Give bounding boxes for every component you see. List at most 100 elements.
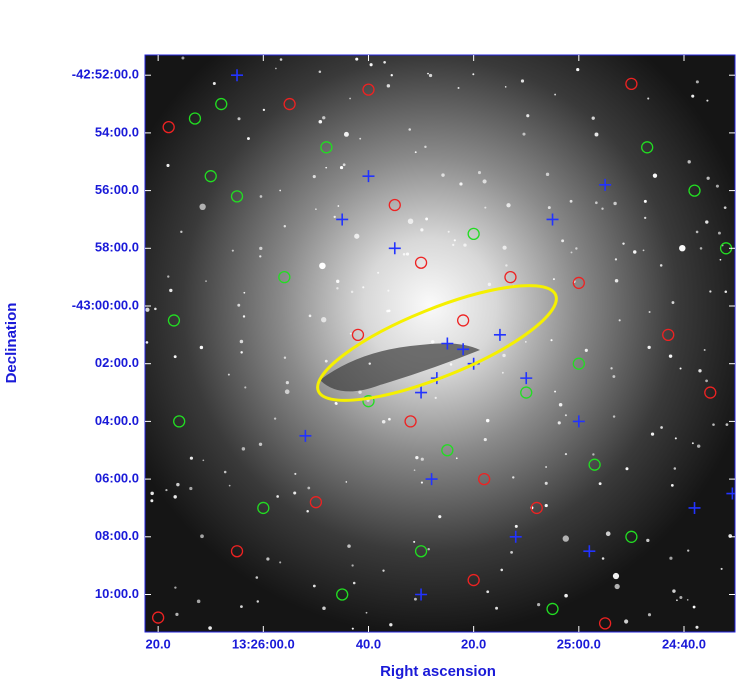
circle-marker — [546, 602, 559, 616]
star — [279, 189, 282, 192]
star — [413, 469, 416, 471]
star — [262, 108, 266, 112]
star — [202, 459, 205, 462]
cross-marker — [457, 343, 470, 356]
x-tick-label: 20.0 — [145, 636, 170, 651]
star — [500, 568, 504, 572]
star — [414, 151, 417, 154]
star — [487, 282, 492, 287]
star — [554, 390, 557, 393]
star — [413, 540, 416, 543]
star — [647, 613, 652, 617]
star — [687, 160, 691, 164]
star — [660, 426, 663, 429]
star — [644, 216, 647, 220]
x-tick-label: 24:40.0 — [662, 636, 706, 651]
cross-marker — [509, 530, 522, 543]
star — [343, 131, 349, 137]
star — [696, 444, 701, 448]
star — [407, 218, 414, 225]
star — [670, 484, 674, 487]
star — [449, 363, 453, 366]
star — [377, 271, 380, 274]
y-tick-label: 58:00.0 — [95, 240, 139, 255]
star — [307, 486, 311, 490]
star — [459, 182, 463, 186]
star — [715, 184, 719, 188]
star — [477, 171, 482, 175]
star — [420, 457, 424, 461]
star — [322, 606, 326, 611]
star — [405, 252, 410, 256]
star — [612, 375, 616, 378]
circle-marker — [588, 458, 601, 471]
star — [241, 447, 246, 451]
star — [522, 132, 526, 136]
star — [294, 472, 297, 475]
star — [434, 396, 437, 400]
star — [368, 362, 371, 365]
star — [592, 453, 595, 456]
circle-marker — [204, 170, 217, 183]
cross-marker — [231, 69, 244, 82]
y-tick-label: 54:00.0 — [95, 124, 139, 139]
x-axis-title: Right ascension — [380, 663, 496, 680]
circle-marker — [704, 386, 717, 399]
circle-marker — [572, 357, 585, 370]
star — [676, 599, 678, 602]
y-tick-label: 08:00.0 — [95, 528, 139, 543]
star — [679, 367, 682, 370]
star — [717, 231, 721, 235]
star — [150, 491, 154, 496]
star — [355, 57, 359, 61]
star — [321, 317, 327, 323]
circle-marker — [520, 386, 533, 399]
star — [614, 258, 618, 261]
markers — [151, 69, 735, 630]
y-tick-label: 04:00.0 — [95, 413, 139, 428]
star — [647, 97, 650, 100]
star — [342, 163, 346, 167]
star — [243, 291, 246, 294]
star — [561, 239, 565, 243]
star — [167, 275, 170, 278]
circle-marker — [351, 328, 365, 341]
cross-marker — [425, 473, 438, 486]
circle-marker — [257, 501, 270, 515]
cross-marker — [572, 415, 585, 428]
star — [351, 627, 354, 630]
star — [605, 531, 611, 537]
star — [275, 67, 277, 70]
star — [315, 208, 317, 210]
star — [273, 417, 277, 420]
star — [624, 619, 629, 624]
star — [612, 572, 620, 580]
star — [339, 165, 344, 170]
star — [646, 538, 650, 543]
star — [483, 438, 487, 442]
cross-marker — [688, 501, 701, 514]
star — [505, 264, 508, 267]
star — [244, 386, 247, 389]
star — [720, 567, 723, 570]
star — [259, 255, 262, 258]
star — [441, 173, 445, 177]
star — [359, 137, 362, 140]
star — [647, 345, 651, 350]
circle-marker — [167, 314, 181, 327]
y-tick-label: 06:00.0 — [95, 471, 139, 486]
star — [354, 233, 360, 239]
x-tick-label: 40.0 — [356, 636, 381, 651]
star — [205, 280, 207, 283]
star — [506, 203, 511, 208]
star — [673, 467, 677, 470]
star — [428, 73, 433, 78]
star — [463, 243, 467, 247]
star — [180, 230, 183, 234]
star — [319, 262, 326, 270]
y-tick-label: -43:00:00.0 — [72, 297, 139, 312]
star — [324, 359, 328, 363]
cross-marker — [415, 588, 428, 601]
star — [312, 584, 316, 588]
cross-marker — [583, 545, 596, 558]
